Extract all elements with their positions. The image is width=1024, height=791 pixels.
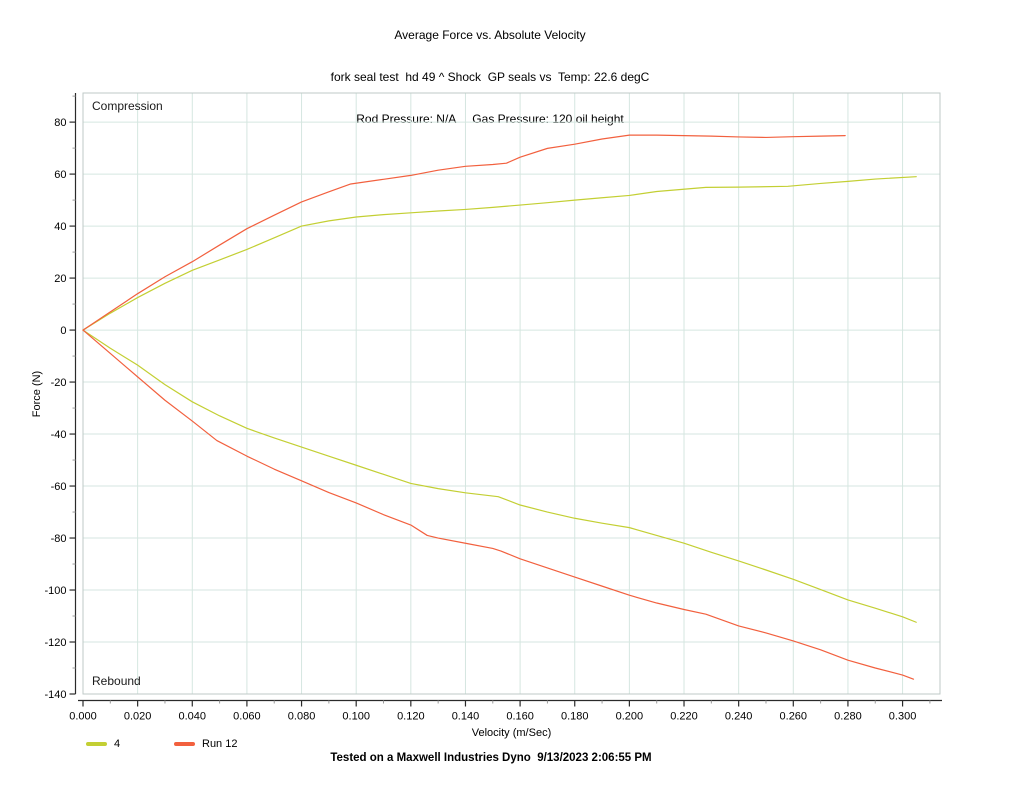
x-axis-tick-label: 0.020 xyxy=(124,711,152,723)
legend-label-series-4: 4 xyxy=(114,738,121,750)
y-axis-tick-label: -100 xyxy=(44,585,66,597)
x-axis-tick-label: 0.220 xyxy=(670,711,698,723)
x-axis-tick-label: 0.160 xyxy=(506,711,534,723)
chart-title-block: Average Force vs. Absolute Velocity fork… xyxy=(0,0,980,154)
rebound-region-label: Rebound xyxy=(92,674,141,688)
x-axis-tick-label: 0.300 xyxy=(889,711,917,723)
x-axis-tick-label: 0.080 xyxy=(288,711,316,723)
y-axis-tick-label: 80 xyxy=(54,117,66,129)
gridlines xyxy=(83,93,940,694)
series-4-compression-line xyxy=(82,176,917,331)
y-axis-tick-label: 40 xyxy=(54,221,66,233)
y-axis-tick-label: -80 xyxy=(51,533,67,545)
x-axis-tick-label: 0.100 xyxy=(342,711,370,723)
legend-item-run-12: Run 12 xyxy=(174,738,237,750)
x-axis-tick-label: 0.240 xyxy=(725,711,753,723)
y-axis-tick-label: -20 xyxy=(51,377,67,389)
x-axis-title: Velocity (m/Sec) xyxy=(471,727,552,739)
x-axis-tick-label: 0.040 xyxy=(179,711,207,723)
y-axis-tick-label: -140 xyxy=(44,689,66,701)
x-axis-tick-label: 0.200 xyxy=(616,711,644,723)
x-axis-tick-label: 0.000 xyxy=(69,711,97,723)
y-axis-tick-label: 20 xyxy=(54,273,66,285)
x-axis-tick-label: 0.260 xyxy=(780,711,808,723)
footer-test-info: Tested on a Maxwell Industries Dyno 9/13… xyxy=(330,752,652,764)
x-axis-tick-label: 0.180 xyxy=(561,711,589,723)
legend-swatch-series-4 xyxy=(86,742,107,746)
x-axis-tick-label: 0.060 xyxy=(233,711,261,723)
legend-label-run-12: Run 12 xyxy=(202,738,238,750)
legend-swatch-run-12 xyxy=(174,742,195,746)
plot-border xyxy=(82,92,941,695)
chart-subtitle-line-1: fork seal test hd 49 ^ Shock GP seals vs… xyxy=(330,70,650,84)
series-run-12-compression-line xyxy=(82,134,846,331)
x-axis: 0.000 0.020 0.040 0.060 0.080 0.100 0.120 0.140… xyxy=(69,699,942,723)
x-axis-tick-label: 0.280 xyxy=(834,711,862,723)
y-axis-tick-label: -120 xyxy=(44,637,66,649)
curves xyxy=(82,134,917,680)
compression-region-label: Compression xyxy=(92,99,163,113)
y-axis-tick-label: -40 xyxy=(51,429,67,441)
series-run-12-rebound-line xyxy=(82,329,915,680)
y-axis-tick-label: 60 xyxy=(54,169,66,181)
x-axis-tick-label: 0.120 xyxy=(397,711,425,723)
plot-frame xyxy=(82,92,941,695)
y-axis-tick-label: -60 xyxy=(51,481,67,493)
y-axis-tick-label: 0 xyxy=(60,325,66,337)
chart-title: Average Force vs. Absolute Velocity xyxy=(394,28,586,42)
legend-item-series-4: 4 xyxy=(86,738,120,750)
x-axis-tick-label: 0.140 xyxy=(452,711,480,723)
series-4-rebound-line xyxy=(82,329,917,623)
y-axis-title: Force (N) xyxy=(31,370,43,418)
y-axis: 80 60 40 20 0 -20 -40 -60 -80 -100 -120 -140 xyxy=(44,93,77,701)
